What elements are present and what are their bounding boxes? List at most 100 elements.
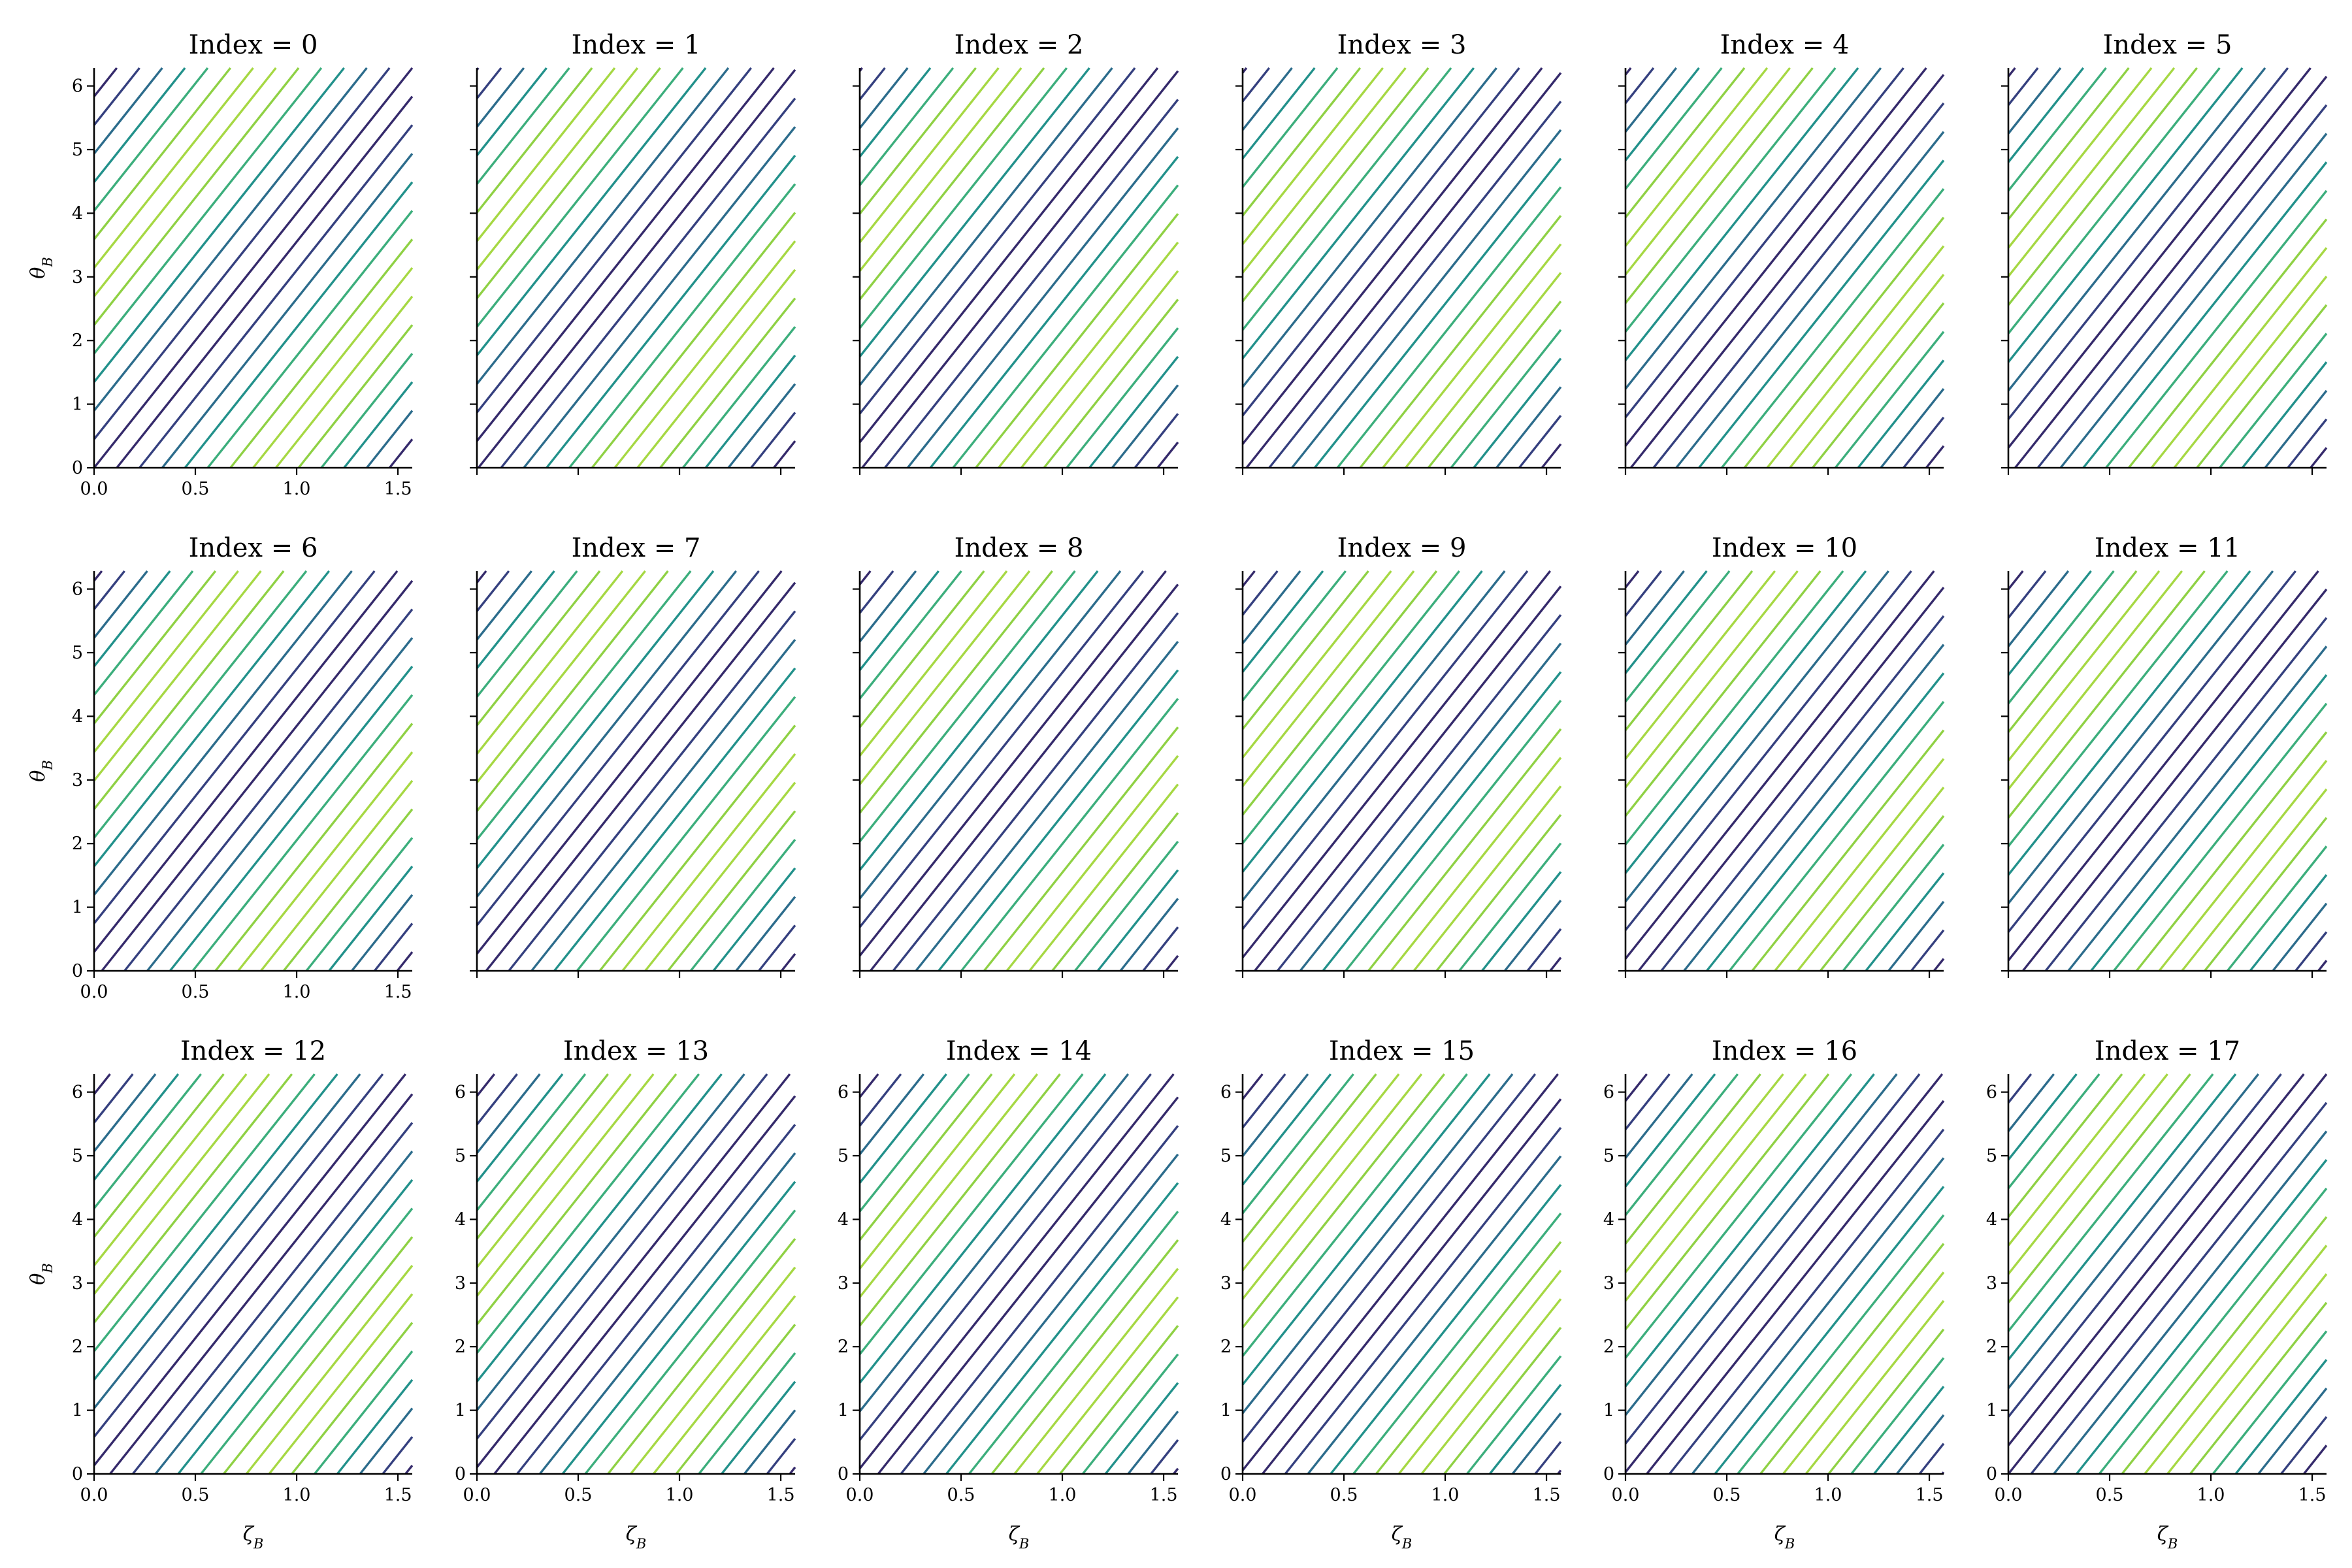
contour-line <box>1254 585 1562 972</box>
contour-line <box>1443 1326 1562 1475</box>
y-tick-label: 0 <box>455 1464 466 1484</box>
contour-line <box>274 295 414 469</box>
contour-line <box>2082 161 2328 469</box>
contour-lines <box>858 1073 1179 1475</box>
contour-line <box>1241 570 1324 673</box>
y-tick-label: 3 <box>1603 1273 1614 1294</box>
contour-line <box>923 1153 1179 1475</box>
contour-line <box>553 667 796 972</box>
contour-line <box>1005 755 1179 972</box>
contour-line <box>2007 67 2153 249</box>
contour-line <box>858 67 1000 243</box>
contour-line <box>93 67 391 440</box>
subplot-title: Index = 15 <box>1329 1036 1475 1066</box>
y-tick-label: 3 <box>72 770 83 791</box>
x-axis-label: ζB <box>1392 1523 1413 1552</box>
contour-line <box>1624 570 1799 789</box>
contour-line <box>858 570 962 700</box>
contour-line <box>858 1073 1175 1469</box>
x-tick-label: 1.0 <box>2197 1485 2225 1505</box>
contour-line <box>476 1073 678 1326</box>
x-tick-label: 1.5 <box>1916 1485 1944 1505</box>
contour-line <box>93 67 414 469</box>
y-tick-label: 1 <box>1986 1401 1997 1421</box>
y-tick-label: 2 <box>838 1337 849 1357</box>
contour-line <box>93 1073 134 1124</box>
contour-line <box>2257 1387 2328 1475</box>
contour-line <box>1043 299 1179 469</box>
y-tick-label: 0 <box>1986 1464 1997 1484</box>
contour-line <box>93 1073 407 1467</box>
contour-line <box>1241 67 1497 388</box>
contour-line <box>858 67 1113 386</box>
contour-line <box>177 1179 414 1475</box>
contour-line <box>1241 67 1316 159</box>
contour-line <box>2189 1301 2328 1475</box>
contour-line <box>223 1236 414 1475</box>
contour-line <box>93 570 376 924</box>
contour-line <box>858 67 909 129</box>
contour-line <box>2007 67 2130 220</box>
contour-line <box>1624 1073 1648 1102</box>
contour-line <box>1241 1073 1445 1328</box>
y-tick-label: 1 <box>455 1401 466 1421</box>
contour-line <box>1111 384 1179 469</box>
x-tick-label: 0.0 <box>846 1485 874 1505</box>
contour-lines <box>1624 1073 1945 1475</box>
contour-line <box>476 570 692 841</box>
contour-line <box>500 97 796 469</box>
contour-line <box>766 1438 796 1475</box>
contour-line <box>1241 1073 1491 1386</box>
contour-line <box>568 183 796 469</box>
contour-lines <box>2007 570 2328 972</box>
contour-line <box>858 1073 1130 1413</box>
contour-line <box>2007 67 2198 306</box>
contour-line <box>93 570 353 896</box>
contour-line <box>1413 785 1562 972</box>
contour-line <box>1759 1243 1945 1475</box>
y-tick-label: 6 <box>1986 1083 1997 1103</box>
x-tick-label: 0.5 <box>182 982 210 1002</box>
contour-line <box>1624 570 1867 874</box>
contour-line <box>476 570 555 669</box>
contour-line <box>858 67 977 215</box>
contour-line <box>1352 1212 1562 1475</box>
x-tick-label: 1.0 <box>283 479 311 499</box>
contour-line <box>116 95 414 469</box>
contour-line <box>1382 243 1562 469</box>
contour-line <box>476 67 661 299</box>
contour-line <box>2007 67 2311 449</box>
contour-line <box>476 1073 791 1468</box>
contour-line <box>2127 218 2328 469</box>
contour-line <box>2044 617 2328 972</box>
x-tick-label: 0.5 <box>182 1485 210 1505</box>
subplot-title: Index = 16 <box>1712 1036 1857 1066</box>
subplot-16: Index = 16 0 1 2 3 4 5 6 0.0 0.5 1.0 1.5 ζB <box>1603 1036 1945 1552</box>
contour-line <box>735 896 796 972</box>
contour-line <box>1857 359 1945 469</box>
contour-line <box>1511 1412 1562 1475</box>
subplot-15: Index = 15 0 1 2 3 4 5 6 0.0 0.5 1.0 1.5 ζB <box>1220 1036 1562 1552</box>
contour-line <box>2007 67 2085 163</box>
contour-line <box>1241 570 1392 759</box>
contour-line <box>2241 361 2328 469</box>
contour-line <box>1624 1073 1761 1245</box>
contour-lines <box>476 67 796 469</box>
y-tick-label: 1 <box>72 395 83 415</box>
subplot-title: Index = 4 <box>1720 30 1850 60</box>
contour-line <box>858 67 886 101</box>
contour-line <box>1624 570 1685 645</box>
contour-line <box>93 1073 338 1380</box>
contour-line <box>1624 67 1859 361</box>
contour-line <box>892 612 1179 972</box>
contour-line <box>523 126 796 469</box>
subplot-8: Index = 8 <box>853 533 1179 978</box>
contour-lines <box>93 67 414 469</box>
contour-line <box>1359 214 1562 469</box>
contour-line <box>1241 67 1339 188</box>
contour-line <box>1241 1073 1537 1443</box>
contour-line <box>960 698 1179 972</box>
contour-line <box>1330 1184 1562 1475</box>
contour-line <box>2007 1073 2214 1332</box>
contour-line <box>727 383 796 469</box>
